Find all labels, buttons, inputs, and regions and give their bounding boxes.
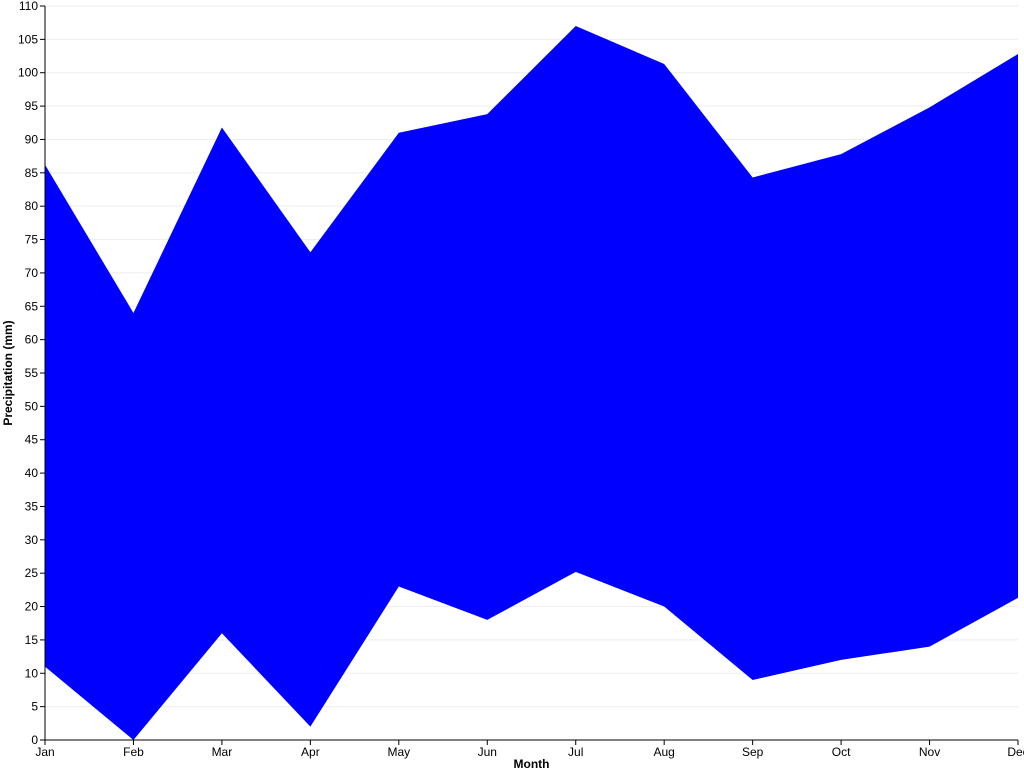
x-tick-label: Apr <box>301 745 320 759</box>
y-tick-label: 20 <box>25 600 39 614</box>
y-tick-label: 90 <box>25 132 39 146</box>
y-tick-label: 35 <box>25 499 39 513</box>
x-tick-label: Nov <box>919 745 940 759</box>
y-axis-label: Precipitation (mm) <box>1 320 15 425</box>
y-tick-label: 75 <box>25 233 39 247</box>
y-tick-label: 70 <box>25 266 39 280</box>
y-tick-label: 45 <box>25 433 39 447</box>
x-tick-label: Feb <box>123 745 144 759</box>
x-tick-label: Aug <box>654 745 675 759</box>
y-tick-label: 50 <box>25 399 39 413</box>
x-tick-label: Oct <box>832 745 851 759</box>
y-tick-label: 100 <box>18 66 38 80</box>
x-tick-label: Jul <box>568 745 583 759</box>
y-tick-label: 110 <box>19 0 38 13</box>
y-tick-label: 40 <box>25 466 39 480</box>
x-tick-label: Jan <box>35 745 54 759</box>
y-tick-label: 105 <box>18 32 38 46</box>
y-tick-label: 5 <box>31 700 38 714</box>
x-tick-label: Dec <box>1007 745 1024 759</box>
y-tick-label: 10 <box>25 666 39 680</box>
y-tick-label: 25 <box>25 566 39 580</box>
y-tick-label: 80 <box>25 199 39 213</box>
y-tick-label: 30 <box>25 533 39 547</box>
precipitation-band-chart: 0510152025303540455055606570758085909510… <box>0 0 1024 768</box>
y-tick-label: 95 <box>25 99 39 113</box>
x-axis-label: Month <box>514 757 550 768</box>
x-tick-label: Sep <box>742 745 764 759</box>
precipitation-band <box>45 26 1018 740</box>
x-tick-label: Jun <box>478 745 497 759</box>
y-tick-label: 85 <box>25 166 39 180</box>
y-tick-label: 65 <box>25 299 39 313</box>
y-tick-label: 55 <box>25 366 39 380</box>
x-tick-label: May <box>387 745 410 759</box>
y-tick-label: 15 <box>25 633 39 647</box>
x-tick-label: Mar <box>212 745 233 759</box>
y-tick-label: 60 <box>25 333 39 347</box>
